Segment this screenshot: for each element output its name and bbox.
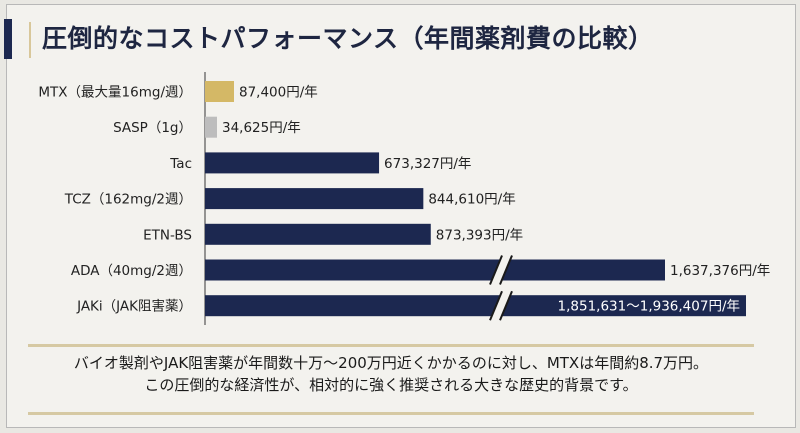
category-label: ADA（40mg/2週） (71, 263, 192, 279)
note-text: バイオ製剤やJAK阻害薬が年間数十万〜200万円近くかかるのに対し、MTXは年間… (28, 352, 754, 396)
bar (205, 259, 665, 281)
bar (205, 152, 380, 174)
category-label: ETN-BS (143, 227, 192, 243)
axis-break-mark (499, 290, 513, 321)
bar (205, 116, 217, 138)
axis-break-gap (490, 291, 512, 321)
axis-break-mark (489, 255, 503, 285)
axis-break-gap (490, 255, 512, 285)
page-title: 圧倒的なコストパフォーマンス（年間薬剤費の比較） (42, 24, 654, 53)
value-label: 873,393円/年 (436, 227, 523, 243)
bar (205, 295, 746, 317)
note-line-1: バイオ製剤やJAK阻害薬が年間数十万〜200万円近くかかるのに対し、MTXは年間… (73, 354, 709, 372)
bar (205, 81, 234, 102)
category-label: Tac (169, 156, 192, 172)
axis-break-mark (489, 290, 503, 321)
slide (6, 4, 796, 428)
value-label: 34,625円/年 (222, 120, 301, 136)
value-label: 87,400円/年 (239, 85, 318, 101)
bar (205, 188, 424, 210)
value-label: 1,851,631〜1,936,407円/年 (558, 299, 740, 315)
title-accent-rule (29, 22, 31, 58)
axis-break-mark (499, 255, 513, 285)
category-label: MTX（最大量16mg/週） (38, 85, 192, 101)
note-line-2: この圧倒的な経済性が、相対的に強く推奨される大きな歴史的背景です。 (144, 376, 638, 394)
note-top-rule (28, 344, 754, 347)
title-accent-bar (4, 19, 12, 59)
category-label: SASP（1g） (113, 120, 192, 136)
category-label: JAKi（JAK阻害薬） (76, 299, 192, 315)
bar (205, 223, 431, 245)
value-label: 673,327円/年 (384, 156, 471, 172)
category-label: TCZ（162mg/2週） (64, 192, 192, 208)
note-bottom-rule (28, 412, 754, 415)
value-label: 1,637,376円/年 (670, 263, 770, 279)
value-label: 844,610円/年 (428, 192, 515, 208)
